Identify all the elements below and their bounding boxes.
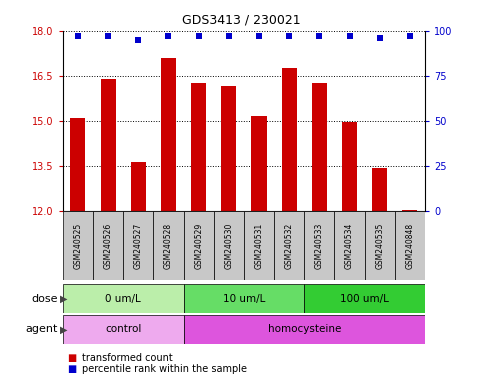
Text: percentile rank within the sample: percentile rank within the sample [82,364,247,374]
Text: agent: agent [26,324,58,334]
Bar [154,211,184,280]
Text: GSM240532: GSM240532 [284,223,294,269]
Text: ▶: ▶ [60,294,68,304]
Text: GSM240527: GSM240527 [134,223,143,269]
Bar [63,211,93,280]
Text: GSM240534: GSM240534 [345,223,354,269]
Bar [63,284,184,313]
Bar [123,211,154,280]
Bar [402,210,417,211]
Text: ■: ■ [68,364,77,374]
Bar [282,68,297,211]
Bar [342,122,357,211]
Text: 0 um/L: 0 um/L [105,293,141,304]
Bar [161,58,176,211]
Text: control: control [105,324,142,334]
Bar [184,284,304,313]
Bar [184,211,213,280]
Bar [100,79,115,211]
Bar [221,86,236,211]
Bar [372,167,387,211]
Text: GSM240526: GSM240526 [103,223,113,269]
Bar [191,83,206,211]
Bar [252,116,267,211]
Bar [304,211,335,280]
Bar [312,83,327,211]
Text: GSM240531: GSM240531 [255,223,264,269]
Bar [63,315,184,344]
Text: 10 um/L: 10 um/L [223,293,265,304]
Bar [93,211,123,280]
Text: ▶: ▶ [60,324,68,334]
Text: GSM240530: GSM240530 [224,223,233,269]
Bar [395,211,425,280]
Text: GSM240535: GSM240535 [375,223,384,269]
Bar [244,211,274,280]
Bar [335,211,365,280]
Text: GSM240525: GSM240525 [73,223,83,269]
Text: GSM240848: GSM240848 [405,223,414,269]
Bar [131,162,146,211]
Bar [213,211,244,280]
Text: transformed count: transformed count [82,353,173,363]
Text: ■: ■ [68,353,77,363]
Bar [71,118,85,211]
Text: GSM240533: GSM240533 [315,223,324,269]
Text: GDS3413 / 230021: GDS3413 / 230021 [182,13,301,26]
Text: homocysteine: homocysteine [268,324,341,334]
Bar [184,315,425,344]
Bar [304,284,425,313]
Text: dose: dose [31,294,58,304]
Bar [274,211,304,280]
Bar [365,211,395,280]
Text: GSM240529: GSM240529 [194,223,203,269]
Text: GSM240528: GSM240528 [164,223,173,269]
Text: 100 um/L: 100 um/L [340,293,389,304]
